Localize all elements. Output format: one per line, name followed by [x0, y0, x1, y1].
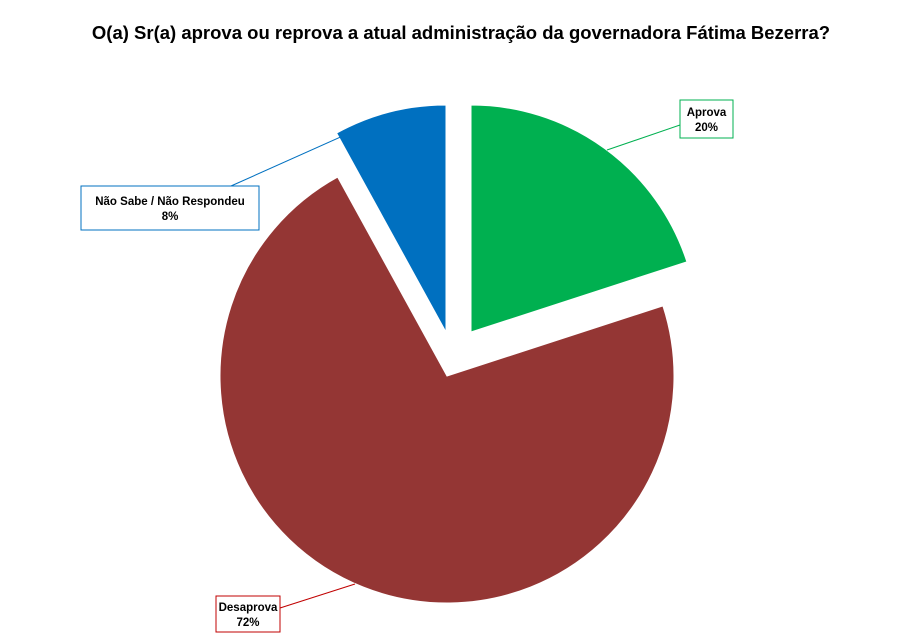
- leader-line: [606, 124, 681, 151]
- pie-slice-n-o-sabe-n-o-respondeu: [335, 104, 447, 333]
- leader-line: [230, 113, 393, 187]
- leader-lines: [230, 113, 681, 609]
- pie-slice-desaprova: [219, 176, 675, 604]
- label-box: [80, 185, 260, 231]
- pie-slice-aprova: [470, 104, 688, 333]
- label-box: [679, 99, 734, 139]
- slice-name-label: Desaprova: [219, 602, 278, 614]
- leader-line: [279, 583, 356, 609]
- slice-value-label: 8%: [162, 211, 179, 223]
- slice-value-label: 20%: [695, 122, 718, 134]
- chart-title: O(a) Sr(a) aprova ou reprova a atual adm…: [91, 22, 831, 43]
- slice-name-label: Aprova: [687, 107, 727, 119]
- slice-name-label: Não Sabe / Não Respondeu: [95, 196, 245, 208]
- slice-labels: Aprova 20% Desaprova 72% Não Sabe / Não Resp…: [80, 99, 734, 633]
- label-box: [215, 595, 281, 633]
- pie-slices: [219, 104, 688, 604]
- slice-value-label: 72%: [236, 617, 259, 629]
